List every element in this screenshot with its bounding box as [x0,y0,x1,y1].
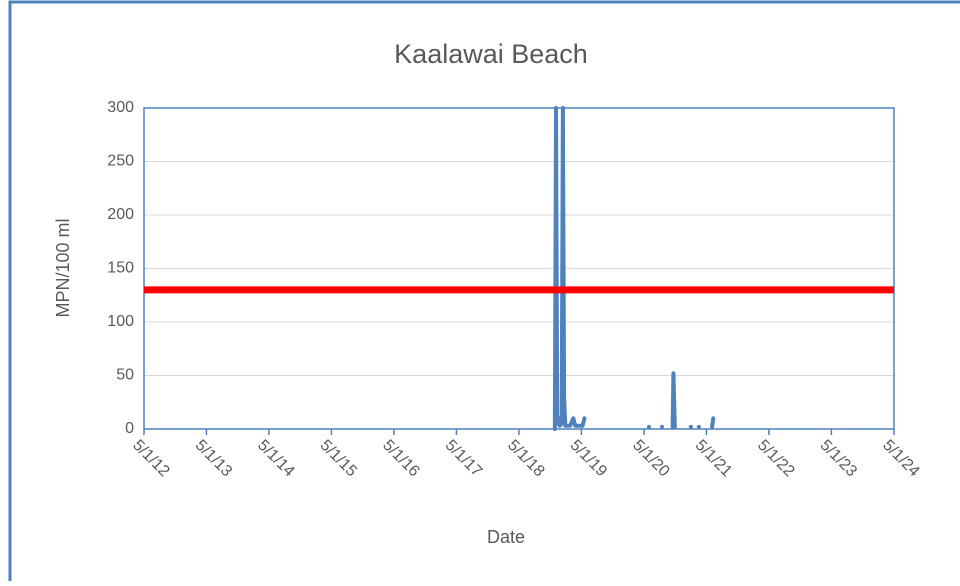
y-tick-label: 0 [125,420,134,437]
x-axis-label: Date [487,527,525,547]
y-axis-label: MPN/100 ml [53,218,73,317]
series-line [552,106,587,431]
chart-title: Kaalawai Beach [394,39,588,69]
y-tick-label: 50 [116,367,134,384]
y-tick-label: 150 [107,260,134,277]
series-line [710,416,716,429]
x-tick-label: 5/1/12 [129,437,173,481]
x-tick-label: 5/1/16 [379,437,423,481]
x-tick-label: 5/1/18 [504,437,548,481]
series-line [670,371,677,429]
chart-frame [8,0,960,586]
x-tick-label: 5/1/15 [317,437,361,481]
x-tick-label: 5/1/14 [254,437,298,481]
x-tick-label: 5/1/23 [817,437,861,481]
x-tick-label: 5/1/24 [879,437,923,481]
x-tick-label: 5/1/22 [754,437,798,481]
x-tick-label: 5/1/17 [442,437,486,481]
x-tick-label: 5/1/20 [629,437,673,481]
x-tick-label: 5/1/19 [567,437,611,481]
x-tick-label: 5/1/13 [192,437,236,481]
y-tick-label: 300 [107,99,134,116]
y-tick-label: 100 [107,313,134,330]
y-tick-label: 250 [107,153,134,170]
x-tick-label: 5/1/21 [692,437,736,481]
y-tick-label: 200 [107,206,134,223]
